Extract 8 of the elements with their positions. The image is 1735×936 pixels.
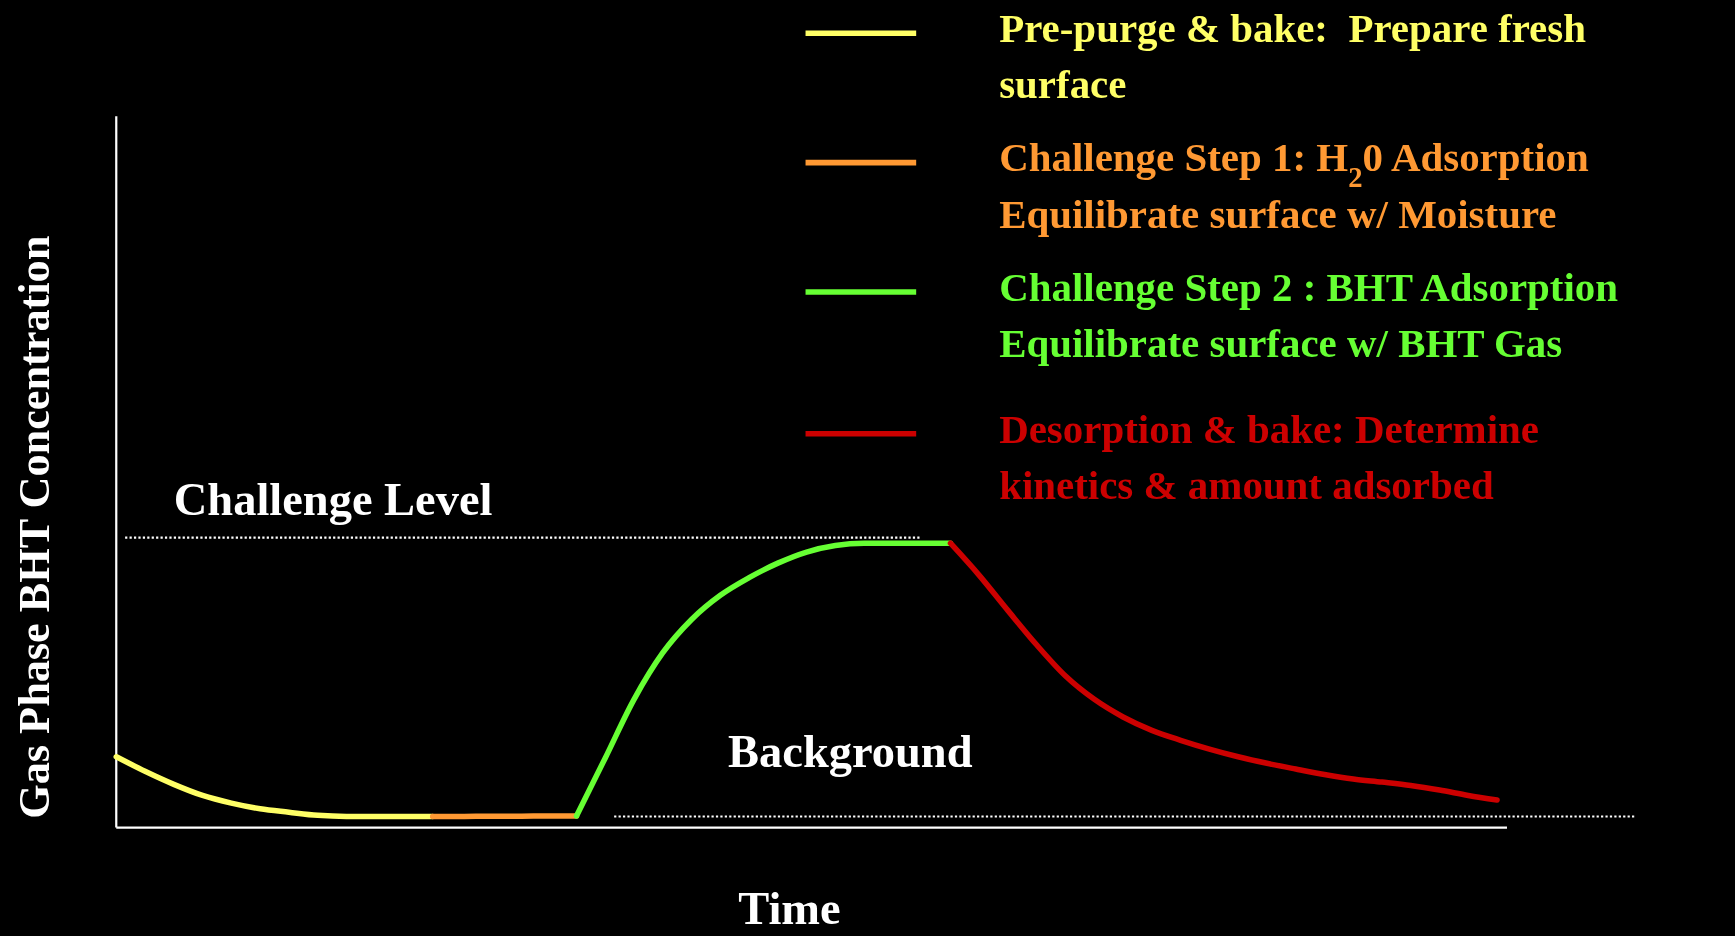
y-axis-title: Gas Phase BHT Concentration — [9, 235, 59, 819]
legend-label: Desorption & bake: Determine kinetics & amount adsorbed — [999, 406, 1539, 508]
ref-line-label: Challenge Level — [173, 474, 493, 526]
ref-line-label: Background — [728, 725, 973, 777]
legend-label: Challenge Step 1: H$_{2}$0 Adsorption Equilibrate surface w/ Moisture — [999, 135, 1589, 237]
legend-label: Challenge Step 2 : BHT Adsorption Equilibrate surface w/ BHT Gas — [999, 264, 1619, 367]
legend-label: Pre-purge & bake: Prepare fresh surface — [999, 6, 1587, 108]
x-axis-title: Time — [738, 882, 841, 934]
